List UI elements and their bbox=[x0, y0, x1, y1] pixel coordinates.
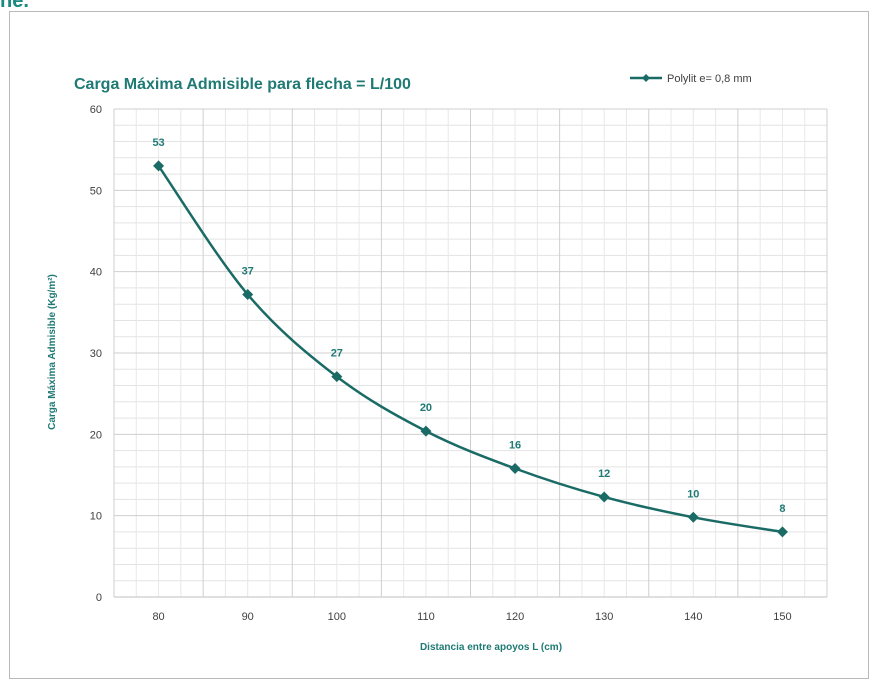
data-label: 8 bbox=[779, 503, 785, 515]
data-point bbox=[510, 463, 521, 474]
data-point bbox=[777, 526, 788, 537]
data-point bbox=[599, 491, 610, 502]
data-label: 37 bbox=[242, 265, 254, 277]
y-tick-label: 0 bbox=[96, 592, 102, 604]
data-label: 12 bbox=[598, 468, 610, 480]
cut-off-heading: ne. bbox=[0, 0, 29, 11]
chart-title: Carga Máxima Admisible para flecha = L/1… bbox=[74, 76, 411, 93]
legend: Polylit e= 0,8 mm bbox=[630, 73, 752, 85]
x-tick-label: 100 bbox=[328, 611, 346, 623]
data-label: 53 bbox=[152, 137, 164, 149]
y-axis-title: Carga Máxima Admisible (Kg/m²) bbox=[47, 274, 58, 430]
gridlines bbox=[114, 109, 827, 597]
data-label: 27 bbox=[331, 348, 343, 360]
y-tick-label: 40 bbox=[90, 267, 102, 279]
legend-label: Polylit e= 0,8 mm bbox=[667, 73, 752, 85]
data-label: 16 bbox=[509, 439, 521, 451]
x-tick-label: 120 bbox=[506, 611, 524, 623]
legend-marker bbox=[642, 74, 650, 82]
x-tick-label: 140 bbox=[684, 611, 702, 623]
data-point bbox=[420, 426, 431, 437]
chart-area: Carga Máxima Admisible para flecha = L/1… bbox=[9, 11, 869, 679]
x-axis-title: Distancia entre apoyos L (cm) bbox=[420, 642, 562, 653]
y-tick-label: 20 bbox=[90, 429, 102, 441]
y-axis-ticks: 0 10 20 30 40 50 60 bbox=[90, 104, 102, 604]
x-tick-label: 130 bbox=[595, 611, 613, 623]
x-tick-label: 80 bbox=[152, 611, 164, 623]
x-tick-label: 110 bbox=[417, 611, 435, 623]
x-axis-ticks: 80 90 100 110 120 130 140 150 bbox=[152, 611, 791, 623]
y-tick-label: 30 bbox=[90, 348, 102, 360]
data-label: 20 bbox=[420, 402, 432, 414]
data-point bbox=[688, 512, 699, 523]
x-tick-label: 90 bbox=[242, 611, 254, 623]
line-chart: Carga Máxima Admisible para flecha = L/1… bbox=[10, 12, 870, 680]
y-tick-label: 10 bbox=[90, 511, 102, 523]
y-tick-label: 60 bbox=[90, 104, 102, 116]
x-tick-label: 150 bbox=[773, 611, 791, 623]
y-tick-label: 50 bbox=[90, 185, 102, 197]
data-label: 10 bbox=[687, 488, 699, 500]
